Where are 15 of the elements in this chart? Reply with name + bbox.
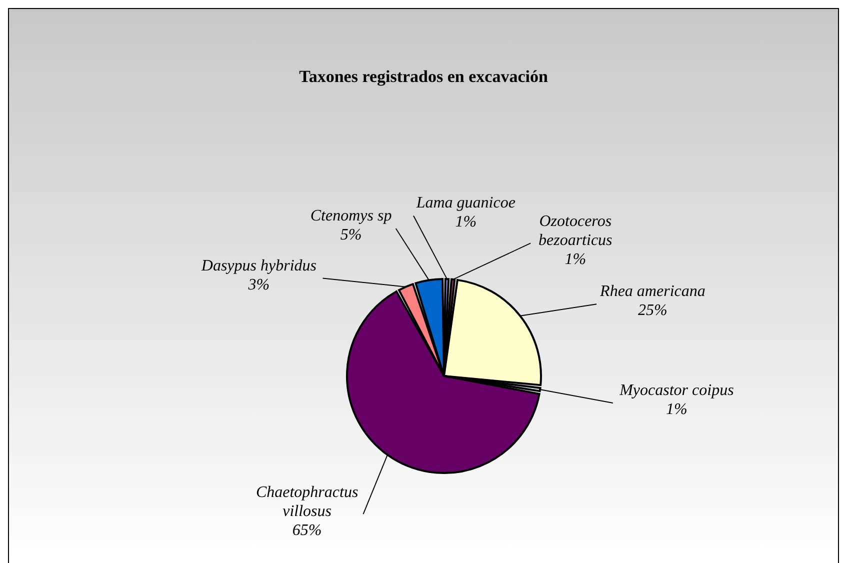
data-label: 3%	[247, 276, 270, 294]
data-label: 1%	[564, 251, 586, 268]
data-label: 25%	[638, 302, 668, 320]
slice-label: Dasypus hybridus	[200, 257, 316, 274]
data-label: 1%	[666, 401, 688, 418]
slice-label: Rhea americana	[599, 283, 706, 300]
slice-label: Ozotoceros bezoarticus	[538, 213, 612, 250]
slice-label: Chaetophractus villosus	[256, 484, 358, 520]
data-label: 65%	[292, 522, 322, 540]
slice-label: Lama guanicoe	[415, 194, 516, 212]
data-label: 1%	[455, 214, 477, 231]
data-label: 5%	[340, 226, 362, 244]
slice-label: Ctenomys sp	[310, 207, 392, 224]
slice-label: Myocastor coipus	[618, 382, 734, 400]
chart-title: Taxones registrados en excavación	[299, 67, 548, 86]
